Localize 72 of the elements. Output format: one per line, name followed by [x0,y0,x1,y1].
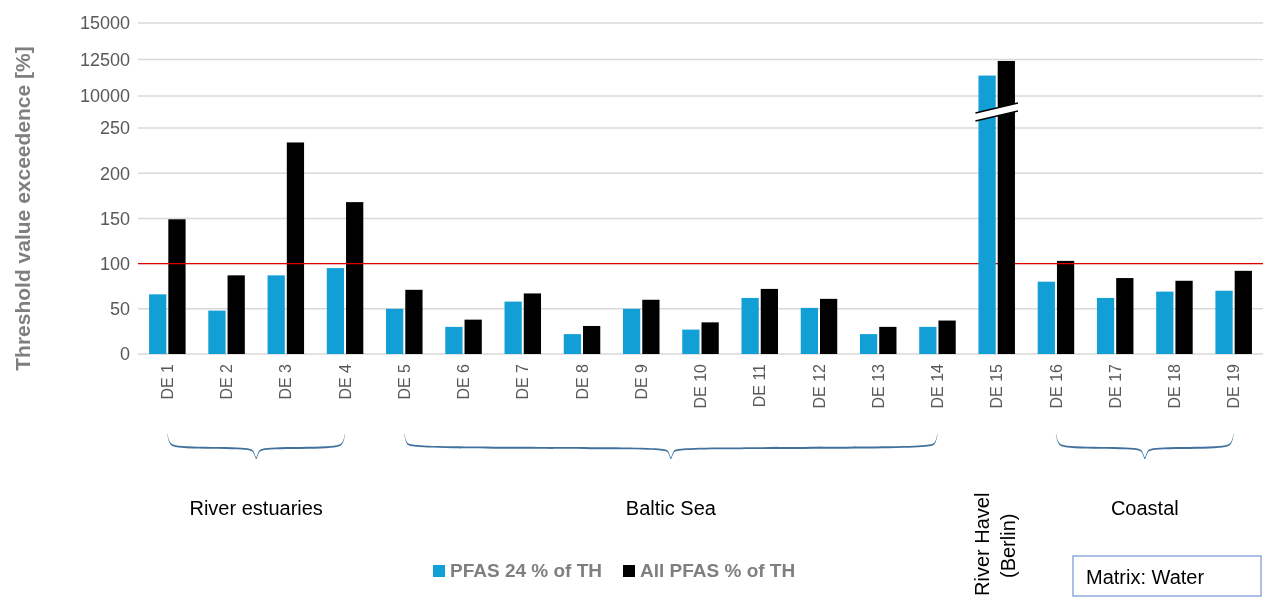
x-tick-label: DE 2 [218,363,236,400]
bar [445,326,463,354]
legend-label: PFAS 24 % of TH [450,560,603,581]
y-tick-label: 50 [109,299,130,320]
bar [504,301,522,354]
text: River estuaries [189,497,323,519]
bar [168,219,186,354]
x-tick-label: DE 16 [1047,363,1065,409]
text: River Havel (Berlin) [970,492,1019,596]
x-tick-label: DE 13 [869,363,887,409]
bar [227,275,245,354]
y-tick-label: 12500 [79,49,130,70]
y-tick-label: 15000 [79,13,130,34]
bar [760,288,778,354]
bar [286,142,305,354]
x-tick-label: DE 17 [1106,363,1124,409]
bar [405,289,423,354]
bar [326,268,345,354]
bar [819,298,838,354]
x-tick-label: DE 4 [336,363,354,400]
bar [386,308,404,354]
bar [267,275,285,354]
x-tick-label: DE 15 [988,363,1006,409]
x-tick-label: DE 8 [573,363,591,400]
y-tick-label: 100 [99,253,130,274]
x-tick-label: DE 3 [277,363,295,400]
x-tick-label: DE 12 [810,363,828,409]
text: Matrix: Water [1086,566,1205,588]
bar [741,297,759,354]
bar [859,334,878,354]
bar [464,319,482,354]
x-tick-label: DE 6 [455,363,473,400]
bar [346,202,364,354]
x-tick-label: DE 9 [632,363,650,400]
y-tick-label: 150 [99,208,130,229]
bar [1096,297,1115,354]
bar [1037,281,1055,354]
x-tick-label: DE 14 [929,363,947,409]
bar [938,320,956,354]
bar [642,299,660,354]
bar [682,329,700,354]
y-axis-title: Threshold value exceedence [%] [11,46,34,371]
y-tick-label: 0 [119,344,130,365]
bar [1175,280,1193,354]
x-tick-label: DE 11 [751,363,769,408]
bar [149,294,167,354]
y-tick-label: 250 [99,118,130,139]
y-tick-label: 10000 [79,86,130,107]
x-tick-label: DE 7 [514,363,532,400]
bar [1156,291,1174,354]
x-tick-label: DE 10 [692,363,710,409]
bar [919,326,937,354]
bar [1056,260,1075,354]
bar [583,325,601,354]
x-tick-label: DE 1 [158,363,176,400]
x-tick-label: DE 18 [1166,363,1184,409]
bar [1234,270,1252,354]
bar [800,307,818,354]
bar [563,334,582,354]
bar [523,293,542,354]
text: Baltic Sea [625,497,717,519]
x-tick-label: DE 19 [1225,363,1243,409]
bar [1215,290,1233,354]
legend-label: All PFAS % of TH [640,560,796,581]
y-tick-label: 200 [99,163,130,184]
text: Coastal [1110,497,1179,519]
bar [701,322,719,354]
bar [879,326,897,354]
bar [208,310,226,354]
x-tick-label: DE 5 [395,363,413,400]
bar [623,308,641,354]
bar [1116,278,1134,354]
